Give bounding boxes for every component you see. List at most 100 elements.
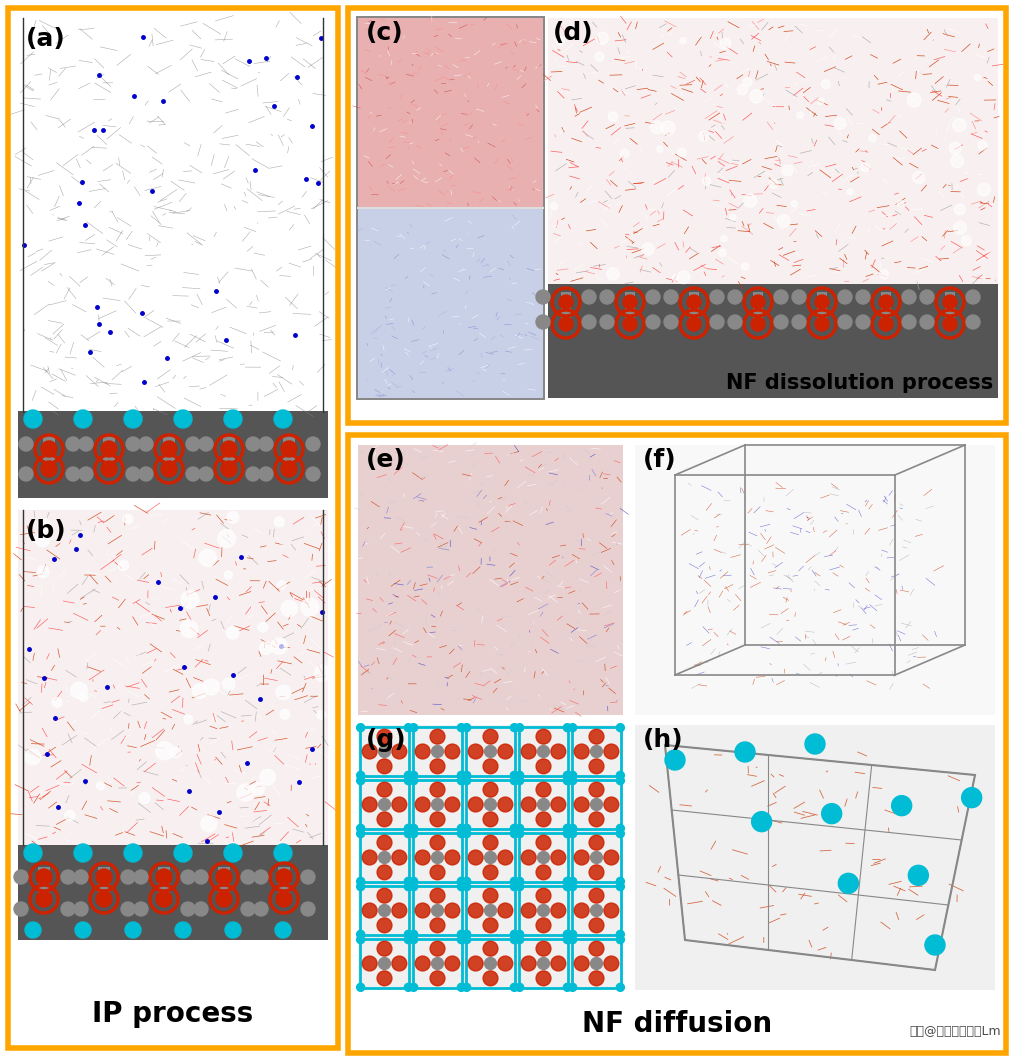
Circle shape [817, 98, 824, 105]
Bar [278, 867, 290, 902]
Circle shape [582, 315, 596, 329]
Bar [358, 18, 544, 208]
Bar [466, 727, 515, 776]
Circle shape [589, 729, 604, 744]
Circle shape [621, 149, 629, 158]
Circle shape [275, 922, 291, 938]
Circle shape [792, 290, 806, 304]
Circle shape [589, 971, 604, 986]
Circle shape [430, 918, 445, 933]
Circle shape [856, 290, 870, 304]
Circle shape [75, 922, 91, 938]
Circle shape [416, 797, 430, 812]
Circle shape [792, 315, 806, 329]
Bar [358, 725, 623, 990]
Circle shape [462, 724, 470, 731]
Circle shape [564, 724, 571, 731]
Bar [625, 292, 635, 322]
Circle shape [536, 888, 551, 903]
Circle shape [276, 869, 292, 885]
Circle shape [161, 441, 177, 457]
Circle shape [19, 467, 33, 481]
Circle shape [180, 620, 198, 637]
Circle shape [410, 878, 418, 885]
Circle shape [457, 931, 465, 938]
Circle shape [569, 830, 577, 837]
Circle shape [199, 467, 213, 481]
Circle shape [378, 798, 390, 811]
Circle shape [221, 441, 237, 457]
Circle shape [119, 561, 129, 570]
Circle shape [405, 878, 413, 885]
Circle shape [848, 189, 853, 195]
Circle shape [737, 85, 747, 94]
Circle shape [589, 865, 604, 880]
Circle shape [61, 870, 75, 884]
Circle shape [536, 759, 551, 774]
Circle shape [79, 467, 93, 481]
Circle shape [751, 812, 772, 832]
Circle shape [134, 902, 148, 916]
Circle shape [432, 957, 443, 970]
Circle shape [259, 437, 273, 450]
Circle shape [101, 461, 117, 477]
Circle shape [485, 851, 497, 864]
Circle shape [457, 724, 465, 731]
Circle shape [815, 317, 829, 331]
Bar [283, 436, 295, 466]
Circle shape [416, 903, 430, 918]
Circle shape [564, 878, 571, 885]
Circle shape [741, 263, 748, 270]
Circle shape [536, 865, 551, 880]
Circle shape [139, 793, 150, 803]
Circle shape [521, 903, 536, 918]
Text: NF diffusion: NF diffusion [582, 1010, 772, 1038]
Bar [413, 727, 462, 776]
Text: (d): (d) [553, 21, 593, 45]
Circle shape [445, 797, 459, 812]
Bar [8, 8, 338, 1048]
Circle shape [377, 812, 392, 827]
Circle shape [574, 956, 589, 971]
Circle shape [650, 121, 663, 134]
Circle shape [124, 514, 133, 524]
Bar [635, 445, 995, 716]
Circle shape [134, 870, 148, 884]
Circle shape [462, 883, 470, 890]
Circle shape [743, 194, 756, 207]
Circle shape [590, 745, 602, 758]
Circle shape [218, 530, 235, 547]
Circle shape [199, 549, 216, 566]
Circle shape [445, 744, 459, 759]
Circle shape [516, 772, 523, 779]
Circle shape [839, 873, 858, 894]
Circle shape [483, 918, 498, 933]
Circle shape [516, 931, 523, 938]
Circle shape [749, 90, 763, 103]
Circle shape [879, 295, 893, 310]
Circle shape [646, 315, 660, 329]
Bar [413, 833, 462, 882]
Circle shape [241, 870, 255, 884]
Circle shape [392, 797, 407, 812]
Circle shape [259, 467, 273, 481]
Circle shape [516, 883, 523, 890]
Circle shape [498, 850, 513, 865]
Circle shape [720, 38, 731, 49]
Circle shape [430, 812, 445, 827]
Circle shape [483, 729, 498, 744]
Bar [18, 510, 328, 940]
Circle shape [710, 315, 724, 329]
Circle shape [314, 665, 331, 682]
Circle shape [124, 410, 142, 428]
Circle shape [516, 878, 523, 885]
Circle shape [462, 878, 470, 885]
Circle shape [590, 851, 602, 864]
Circle shape [483, 812, 498, 827]
Circle shape [608, 111, 618, 121]
Circle shape [974, 74, 981, 81]
Circle shape [139, 437, 153, 450]
Circle shape [468, 797, 483, 812]
Circle shape [510, 724, 518, 731]
Circle shape [516, 984, 523, 991]
